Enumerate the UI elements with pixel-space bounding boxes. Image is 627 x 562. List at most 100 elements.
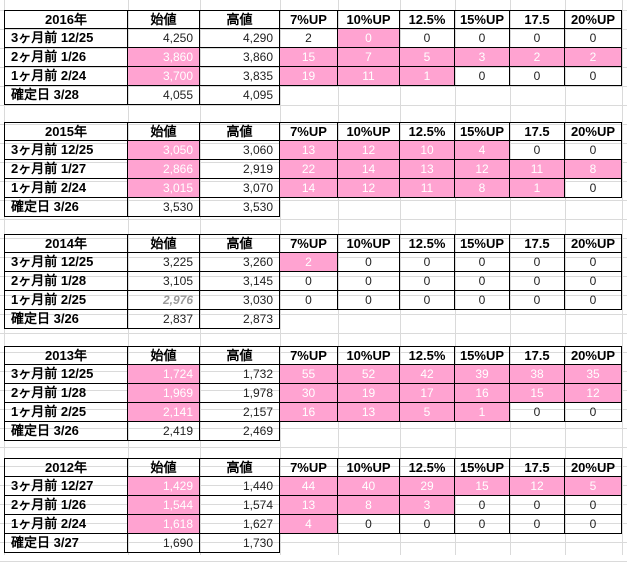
column-header-cell[interactable]: 10%UP <box>338 234 400 253</box>
row-label-cell[interactable]: 3ヶ月前 12/25 <box>4 29 128 48</box>
count-cell[interactable]: 0 <box>565 272 622 291</box>
count-cell[interactable]: 29 <box>400 477 455 496</box>
open-price-cell[interactable]: 2,419 <box>128 422 200 441</box>
year-header-cell[interactable]: 2016年 <box>4 10 128 29</box>
count-cell[interactable]: 0 <box>565 29 622 48</box>
row-label-cell[interactable]: 2ヶ月前 1/26 <box>4 48 128 67</box>
count-cell[interactable]: 0 <box>338 29 400 48</box>
row-label-cell[interactable]: 2ヶ月前 1/28 <box>4 384 128 403</box>
count-cell[interactable]: 5 <box>565 477 622 496</box>
count-cell[interactable]: 0 <box>510 272 565 291</box>
row-label-cell[interactable]: 3ヶ月前 12/25 <box>4 365 128 384</box>
count-cell[interactable]: 0 <box>565 67 622 86</box>
count-cell[interactable]: 0 <box>455 272 510 291</box>
count-cell[interactable]: 7 <box>338 48 400 67</box>
high-price-cell[interactable]: 3,070 <box>200 179 280 198</box>
count-cell[interactable]: 19 <box>280 67 338 86</box>
column-header-cell[interactable]: 7%UP <box>280 10 338 29</box>
count-cell[interactable]: 30 <box>280 384 338 403</box>
count-cell[interactable]: 11 <box>400 179 455 198</box>
count-cell[interactable]: 15 <box>510 384 565 403</box>
count-cell[interactable]: 15 <box>280 48 338 67</box>
column-header-cell[interactable]: 20%UP <box>565 122 622 141</box>
count-cell[interactable]: 0 <box>455 253 510 272</box>
count-cell[interactable]: 12 <box>510 477 565 496</box>
count-cell[interactable]: 5 <box>400 48 455 67</box>
count-cell[interactable]: 16 <box>280 403 338 422</box>
count-cell[interactable]: 0 <box>280 291 338 310</box>
row-label-cell[interactable]: 1ヶ月前 2/24 <box>4 67 128 86</box>
count-cell[interactable]: 13 <box>280 141 338 160</box>
column-header-cell[interactable]: 20%UP <box>565 10 622 29</box>
count-cell[interactable]: 0 <box>455 291 510 310</box>
high-price-cell[interactable]: 2,919 <box>200 160 280 179</box>
column-header-cell[interactable]: 10%UP <box>338 458 400 477</box>
count-cell[interactable]: 11 <box>510 160 565 179</box>
open-price-cell[interactable]: 3,105 <box>128 272 200 291</box>
column-header-cell[interactable]: 15%UP <box>455 458 510 477</box>
count-cell[interactable]: 12 <box>338 179 400 198</box>
high-price-cell[interactable]: 1,978 <box>200 384 280 403</box>
column-header-cell[interactable]: 12.5% <box>400 346 455 365</box>
count-cell[interactable]: 4 <box>455 141 510 160</box>
count-cell[interactable]: 0 <box>510 253 565 272</box>
count-cell[interactable]: 11 <box>338 67 400 86</box>
open-price-cell[interactable]: 1,429 <box>128 477 200 496</box>
count-cell[interactable]: 0 <box>510 496 565 515</box>
count-cell[interactable]: 0 <box>400 515 455 534</box>
open-price-cell[interactable]: 1,544 <box>128 496 200 515</box>
count-cell[interactable]: 0 <box>400 291 455 310</box>
count-cell[interactable]: 17 <box>400 384 455 403</box>
column-header-cell[interactable]: 12.5% <box>400 234 455 253</box>
column-header-cell[interactable]: 始値 <box>128 458 200 477</box>
high-price-cell[interactable]: 3,260 <box>200 253 280 272</box>
column-header-cell[interactable]: 17.5 <box>510 122 565 141</box>
column-header-cell[interactable]: 始値 <box>128 346 200 365</box>
count-cell[interactable]: 40 <box>338 477 400 496</box>
count-cell[interactable]: 8 <box>338 496 400 515</box>
open-price-cell[interactable]: 3,700 <box>128 67 200 86</box>
high-price-cell[interactable]: 1,574 <box>200 496 280 515</box>
count-cell[interactable]: 0 <box>338 272 400 291</box>
row-label-cell[interactable]: 3ヶ月前 12/25 <box>4 253 128 272</box>
count-cell[interactable]: 42 <box>400 365 455 384</box>
high-price-cell[interactable]: 4,290 <box>200 29 280 48</box>
high-price-cell[interactable]: 1,440 <box>200 477 280 496</box>
count-cell[interactable]: 0 <box>565 403 622 422</box>
high-price-cell[interactable]: 3,060 <box>200 141 280 160</box>
count-cell[interactable]: 39 <box>455 365 510 384</box>
open-price-cell[interactable]: 1,690 <box>128 534 200 553</box>
column-header-cell[interactable]: 12.5% <box>400 122 455 141</box>
count-cell[interactable]: 0 <box>338 253 400 272</box>
row-label-cell[interactable]: 2ヶ月前 1/27 <box>4 160 128 179</box>
count-cell[interactable]: 2 <box>510 48 565 67</box>
column-header-cell[interactable]: 7%UP <box>280 458 338 477</box>
high-price-cell[interactable]: 1,627 <box>200 515 280 534</box>
count-cell[interactable]: 0 <box>565 179 622 198</box>
count-cell[interactable]: 0 <box>400 29 455 48</box>
count-cell[interactable]: 52 <box>338 365 400 384</box>
column-header-cell[interactable]: 高値 <box>200 234 280 253</box>
high-price-cell[interactable]: 3,530 <box>200 198 280 217</box>
column-header-cell[interactable]: 高値 <box>200 346 280 365</box>
open-price-cell[interactable]: 3,050 <box>128 141 200 160</box>
count-cell[interactable]: 0 <box>338 515 400 534</box>
year-header-cell[interactable]: 2014年 <box>4 234 128 253</box>
count-cell[interactable]: 0 <box>510 67 565 86</box>
column-header-cell[interactable]: 15%UP <box>455 234 510 253</box>
open-price-cell[interactable]: 2,866 <box>128 160 200 179</box>
year-header-cell[interactable]: 2013年 <box>4 346 128 365</box>
count-cell[interactable]: 15 <box>455 477 510 496</box>
count-cell[interactable]: 0 <box>565 141 622 160</box>
row-label-cell[interactable]: 1ヶ月前 2/25 <box>4 291 128 310</box>
open-price-cell[interactable]: 3,225 <box>128 253 200 272</box>
count-cell[interactable]: 14 <box>280 179 338 198</box>
column-header-cell[interactable]: 高値 <box>200 458 280 477</box>
count-cell[interactable]: 0 <box>455 29 510 48</box>
count-cell[interactable]: 0 <box>510 141 565 160</box>
column-header-cell[interactable]: 17.5 <box>510 234 565 253</box>
count-cell[interactable]: 0 <box>338 291 400 310</box>
column-header-cell[interactable]: 15%UP <box>455 346 510 365</box>
count-cell[interactable]: 10 <box>400 141 455 160</box>
high-price-cell[interactable]: 3,860 <box>200 48 280 67</box>
